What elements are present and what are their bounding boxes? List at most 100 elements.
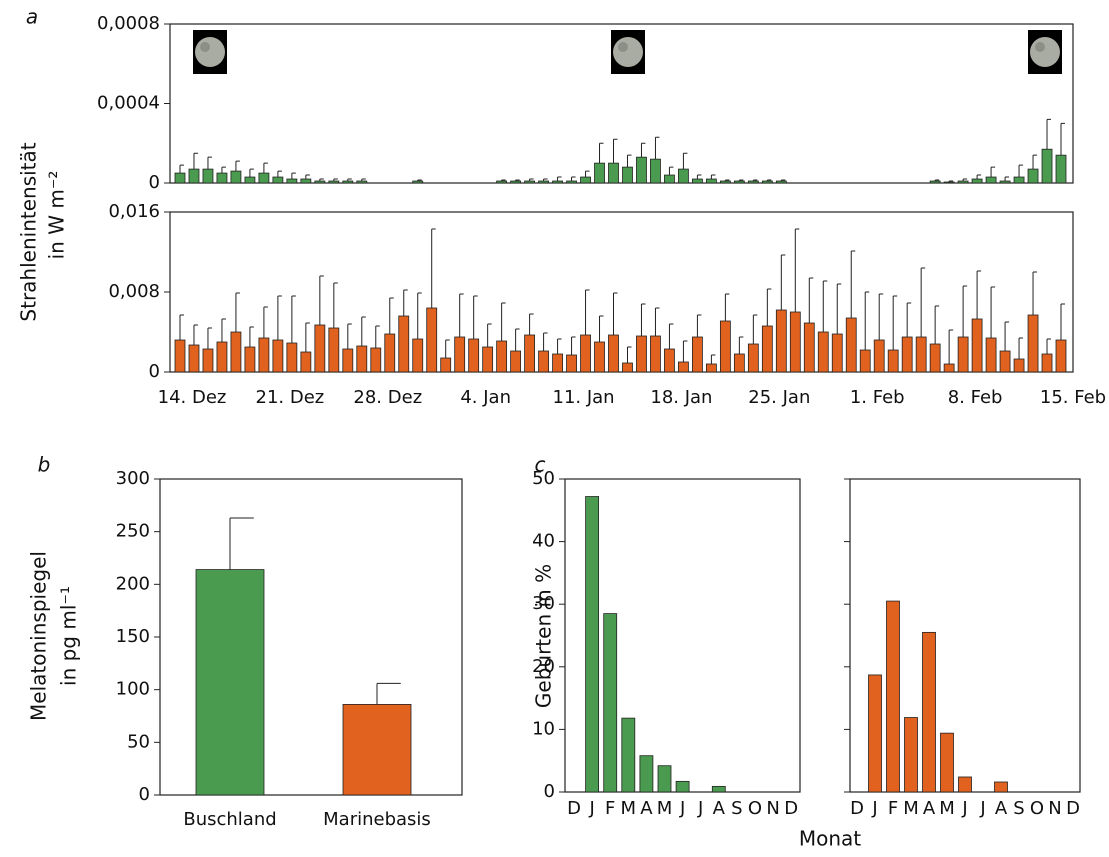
bar	[958, 776, 972, 793]
x-tick-label: 21. Dez	[256, 387, 325, 408]
y-tick-label: 0	[149, 361, 160, 382]
bar	[1041, 353, 1053, 373]
bar	[1013, 176, 1025, 184]
bar	[566, 354, 577, 373]
error-bar	[235, 160, 240, 172]
panel-label: a	[26, 5, 38, 29]
bar	[636, 335, 647, 373]
y-tick-label: 150	[116, 626, 150, 647]
x-tick-label: A	[713, 798, 726, 819]
error-bar	[738, 336, 744, 354]
error-bar	[1004, 176, 1010, 182]
error-bar	[738, 179, 744, 182]
error-bar	[752, 314, 758, 344]
bar	[510, 350, 522, 373]
bar	[195, 569, 265, 796]
y-tick-label: 0,008	[108, 281, 160, 302]
error-bar	[529, 313, 534, 335]
error-bar	[445, 339, 450, 358]
error-bar	[459, 293, 464, 337]
error-bar	[291, 295, 296, 343]
error-bar	[696, 174, 702, 180]
error-bar	[319, 275, 324, 325]
bar	[943, 181, 955, 184]
bar	[886, 600, 900, 793]
bar	[594, 162, 605, 184]
y-tick-label: 10	[532, 718, 555, 739]
error-bar	[710, 174, 716, 180]
error-bar	[780, 254, 786, 310]
error-bar	[263, 306, 268, 338]
bar	[859, 349, 871, 373]
x-axis-label: Monat	[799, 827, 861, 851]
bar	[929, 343, 941, 373]
error-bar	[654, 307, 660, 336]
x-tick-label: D	[1066, 798, 1080, 819]
y-tick-label: 40	[532, 531, 555, 552]
error-bar	[682, 340, 688, 362]
bar	[216, 172, 228, 184]
error-bar	[221, 318, 226, 342]
bar	[705, 178, 717, 184]
error-bar	[361, 316, 366, 346]
bar	[398, 315, 410, 373]
bar	[258, 172, 270, 184]
bar	[747, 343, 759, 373]
error-bar	[305, 174, 310, 180]
x-tick-label: J	[679, 798, 685, 819]
error-bar	[640, 303, 646, 336]
bar	[675, 780, 690, 793]
error-bar	[375, 325, 380, 348]
bar	[636, 156, 647, 184]
bar	[803, 322, 815, 373]
error-bar	[585, 170, 590, 178]
error-bar	[794, 228, 800, 312]
error-bar	[822, 280, 828, 332]
bar	[286, 342, 298, 373]
bar	[901, 336, 913, 373]
bar	[957, 336, 969, 373]
x-tick-label: 1. Feb	[850, 387, 905, 408]
x-tick-label: 18. Jan	[650, 387, 712, 408]
bar	[733, 180, 745, 184]
x-tick-label: A	[640, 798, 653, 819]
error-bar	[1032, 154, 1038, 170]
error-bar	[990, 286, 996, 338]
bar	[678, 168, 689, 184]
bar	[719, 180, 731, 184]
bar	[873, 339, 885, 373]
error-bar	[543, 178, 548, 182]
y-axis-label: in pg ml⁻¹	[57, 586, 81, 686]
error-bar	[291, 172, 296, 180]
error-bar	[347, 323, 352, 349]
error-bar	[626, 154, 632, 168]
error-bar	[557, 176, 562, 182]
error-bar	[417, 292, 422, 339]
bar	[202, 348, 214, 373]
bar	[328, 180, 340, 184]
error-bar	[403, 289, 408, 316]
error-bar	[515, 179, 520, 182]
bar	[314, 324, 326, 373]
x-tick-label: F	[605, 798, 615, 819]
bar	[384, 333, 396, 373]
x-tick-label: M	[903, 798, 919, 819]
y-axis-label: Strahlenintensität	[17, 142, 41, 321]
bar	[904, 717, 918, 793]
bar	[845, 317, 857, 373]
error-bar	[934, 305, 940, 344]
bar	[188, 168, 200, 184]
bar	[580, 334, 591, 373]
error-bar	[766, 288, 772, 326]
x-tick-label: D	[567, 798, 581, 819]
bar	[286, 178, 298, 184]
error-bar	[263, 162, 268, 174]
bar	[622, 362, 633, 373]
x-tick-label: A	[995, 798, 1008, 819]
bar	[552, 180, 563, 184]
error-bar	[1060, 303, 1065, 340]
error-bar	[347, 178, 352, 182]
bar	[174, 172, 186, 184]
error-bar	[571, 176, 576, 182]
